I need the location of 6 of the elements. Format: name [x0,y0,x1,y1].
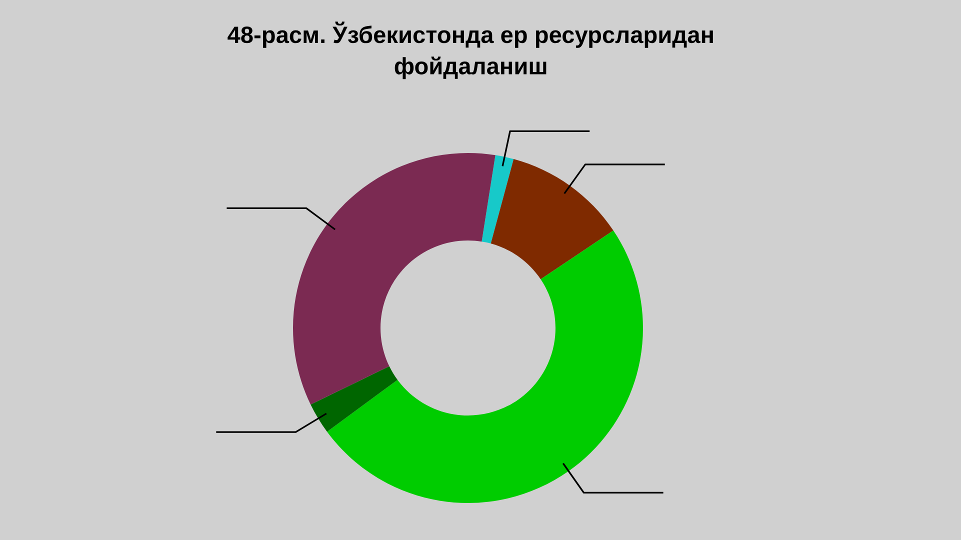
donut-slice [482,155,514,244]
donut-slice [293,153,496,404]
chart-title: 48-расм. Ўзбекистонда ер ресурсларидан фойдаланиш [228,22,713,80]
donut-slice [490,159,614,280]
donut-slice [327,230,643,503]
donut-slice [310,366,398,432]
